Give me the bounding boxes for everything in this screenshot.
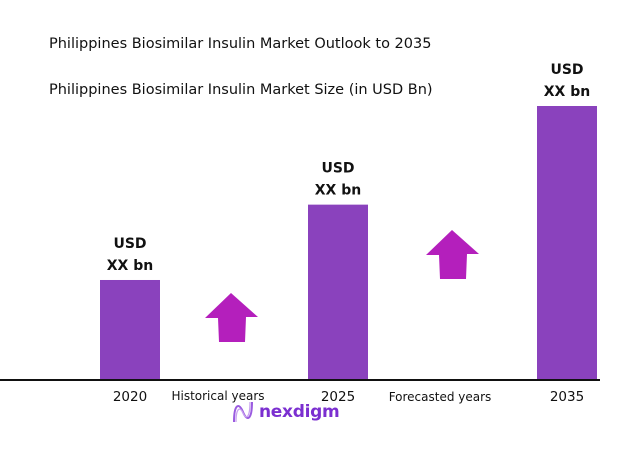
data-label-currency: USD [550, 62, 583, 78]
bar-2035 [537, 106, 597, 380]
bar-2025 [308, 204, 368, 380]
up-arrow-icon [205, 293, 258, 342]
data-label-value: XX bn [544, 84, 590, 100]
x-tick-label: 2025 [321, 389, 355, 405]
nexdigm-logo: nexdigm [231, 400, 340, 424]
chart-title: Philippines Biosimilar Insulin Market Ou… [49, 36, 432, 52]
nexdigm-wave-icon [233, 401, 253, 423]
bar-2020 [100, 279, 160, 380]
annotation-historical-years: Historical years [171, 389, 264, 403]
annotation-forecasted-years: Forecasted years [389, 390, 492, 404]
chart-subtitle: Philippines Biosimilar Insulin Market Si… [49, 82, 433, 98]
x-tick-label: 2020 [113, 389, 147, 405]
data-label-currency: USD [321, 161, 354, 177]
data-label-value: XX bn [107, 258, 153, 274]
x-tick-label: 2035 [550, 389, 584, 405]
data-label-value: XX bn [315, 183, 361, 199]
up-arrow-icon [426, 230, 479, 279]
data-label-currency: USD [113, 236, 146, 252]
logo-text: nexdigm [259, 402, 340, 422]
